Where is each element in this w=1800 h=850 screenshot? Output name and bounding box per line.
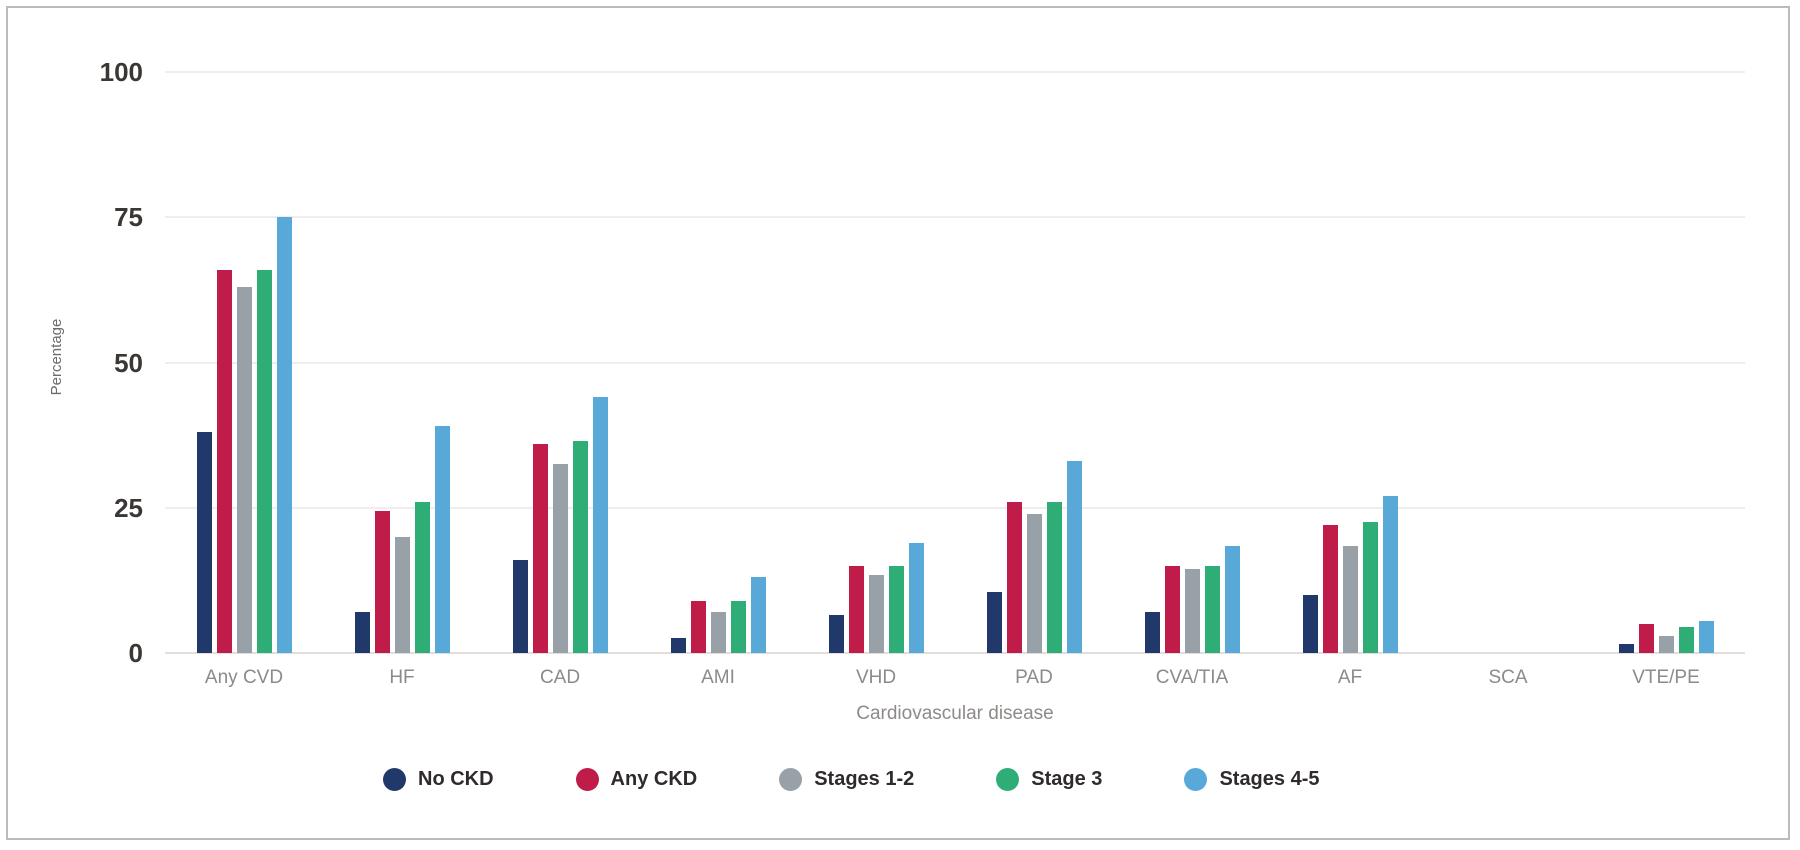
x-axis-line: [165, 652, 1745, 654]
bar-vte-pe-stages-4-5: [1698, 621, 1714, 653]
bar-cad-no-ckd: [512, 560, 528, 653]
x-tick-label-hf: HF: [389, 667, 415, 688]
legend-label: Any CKD: [610, 767, 698, 790]
bar-any-cvd-stage-3: [256, 269, 272, 653]
bar-vhd-no-ckd: [828, 615, 844, 653]
bar-vhd-stage-3: [888, 565, 904, 653]
x-tick-label-sca: SCA: [1488, 667, 1528, 688]
legend-label: Stages 1-2: [814, 767, 915, 790]
x-tick-label-af: AF: [1337, 667, 1363, 688]
gridline-25: [165, 506, 1745, 509]
legend-item-stages-4-5: Stages 4-5: [1184, 767, 1320, 791]
y-tick-label-50: 50: [114, 347, 143, 378]
x-axis-title: Cardiovascular disease: [856, 703, 1054, 724]
bar-vte-pe-stages-1-2: [1658, 635, 1674, 653]
bar-ami-stages-4-5: [750, 577, 766, 653]
bar-hf-stages-4-5: [434, 426, 450, 653]
legend-item-stage-3: Stage 3: [996, 767, 1103, 791]
bar-vhd-stages-4-5: [908, 542, 924, 653]
bar-hf-any-ckd: [374, 510, 390, 653]
bar-af-stage-3: [1362, 522, 1378, 653]
x-tick-label-vhd: VHD: [855, 667, 897, 688]
x-tick-label-cad: CAD: [539, 667, 581, 688]
bar-cva-tia-stages-4-5: [1224, 545, 1240, 653]
bar-pad-stages-4-5: [1066, 461, 1082, 653]
gridline-75: [165, 216, 1745, 219]
bar-af-stages-1-2: [1342, 545, 1358, 653]
bar-pad-stages-1-2: [1026, 513, 1042, 653]
legend-label: Stages 4-5: [1219, 767, 1320, 790]
bar-any-cvd-stages-1-2: [236, 286, 252, 653]
bar-ami-stage-3: [730, 600, 746, 653]
bar-pad-any-ckd: [1006, 501, 1022, 653]
bar-pad-stage-3: [1046, 501, 1062, 653]
gridline-100: [165, 71, 1745, 73]
bar-cad-stages-4-5: [592, 397, 608, 653]
bar-vte-pe-any-ckd: [1638, 623, 1654, 653]
legend-label: Stage 3: [1031, 767, 1103, 790]
bar-any-cvd-no-ckd: [196, 432, 212, 653]
legend-label: No CKD: [418, 767, 494, 790]
bar-cva-tia-stages-1-2: [1184, 568, 1200, 653]
bar-ami-no-ckd: [670, 638, 686, 653]
bar-hf-stage-3: [414, 501, 430, 653]
bar-hf-stages-1-2: [394, 536, 410, 653]
bar-cad-stage-3: [572, 440, 588, 653]
bar-any-cvd-any-ckd: [216, 269, 232, 653]
bar-ami-stages-1-2: [710, 612, 726, 653]
bar-cad-any-ckd: [532, 443, 548, 653]
bar-ami-any-ckd: [690, 600, 706, 653]
x-tick-label-ami: AMI: [701, 667, 735, 688]
bar-cva-tia-no-ckd: [1144, 612, 1160, 653]
bar-vte-pe-stage-3: [1678, 626, 1694, 653]
bar-hf-no-ckd: [354, 612, 370, 653]
bar-vte-pe-no-ckd: [1618, 644, 1634, 653]
legend-marker-icon: [1184, 767, 1208, 791]
legend-marker-icon: [575, 767, 599, 791]
y-tick-label-0: 0: [128, 638, 143, 668]
gridline-50: [165, 361, 1745, 364]
legend-item-stages-1-2: Stages 1-2: [779, 767, 915, 791]
legend-marker-icon: [996, 767, 1020, 791]
bar-vhd-stages-1-2: [868, 574, 884, 653]
bar-af-no-ckd: [1302, 594, 1318, 653]
bar-vhd-any-ckd: [848, 565, 864, 653]
legend-marker-icon: [779, 767, 803, 791]
x-tick-label-cva-tia: CVA/TIA: [1155, 667, 1229, 688]
bar-cva-tia-any-ckd: [1164, 565, 1180, 653]
y-tick-label-25: 25: [114, 492, 143, 523]
figure-border: [6, 6, 1790, 840]
bar-cad-stages-1-2: [552, 464, 568, 653]
legend: No CKD Any CKD Stages 1-2 Stage 3 Stages 4-5: [383, 764, 1320, 794]
x-tick-label-pad: PAD: [1015, 667, 1053, 688]
y-tick-label-75: 75: [114, 202, 143, 233]
bar-af-any-ckd: [1322, 525, 1338, 653]
x-tick-label-any-cvd: Any CVD: [204, 667, 284, 688]
bar-pad-no-ckd: [986, 591, 1002, 653]
bar-cva-tia-stage-3: [1204, 565, 1220, 653]
y-tick-label-100: 100: [99, 57, 143, 87]
bar-af-stages-4-5: [1382, 496, 1398, 653]
legend-marker-icon: [383, 767, 406, 791]
legend-item-any-ckd: Any CKD: [575, 767, 698, 791]
bar-any-cvd-stages-4-5: [276, 217, 292, 653]
legend-item-no-ckd: No CKD: [383, 767, 494, 791]
x-tick-label-vte-pe: VTE/PE: [1632, 667, 1700, 688]
